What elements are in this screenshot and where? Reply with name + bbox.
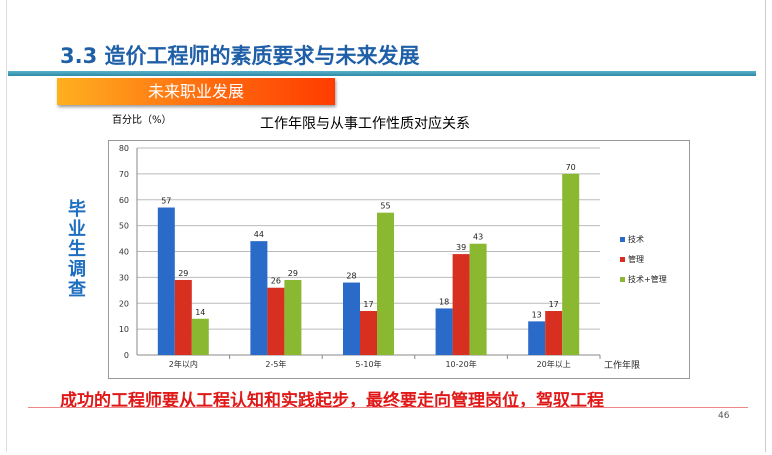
data-label: 18 [439, 297, 449, 306]
bar-管理 [174, 279, 192, 355]
y-tick-label: 80 [119, 144, 129, 153]
data-label: 43 [473, 233, 483, 242]
chart-title: 工作年限与从事工作性质对应关系 [260, 116, 470, 132]
conclusion-underline [28, 407, 748, 408]
legend-label: 技术 [628, 234, 644, 244]
y-tick-label: 0 [124, 351, 129, 360]
y-tick-label: 30 [119, 273, 129, 282]
x-tick-label: 5-10年 [355, 359, 381, 369]
x-tick-label: 2年以内 [169, 359, 198, 369]
bar-技术 [250, 241, 268, 355]
title-divider [8, 71, 756, 76]
data-label: 28 [346, 272, 356, 281]
bar-管理 [545, 311, 563, 355]
y-tick-label: 50 [119, 222, 129, 231]
y-tick-label: 10 [119, 325, 129, 334]
data-label: 57 [161, 197, 171, 206]
section-banner: 未来职业发展 [57, 78, 335, 105]
data-label: 17 [363, 300, 373, 309]
chart-frame [108, 140, 690, 379]
data-label: 14 [195, 308, 205, 317]
y-tick-label: 70 [119, 170, 129, 179]
data-label: 17 [549, 300, 559, 309]
data-label: 29 [178, 269, 188, 278]
x-tick-label: 2-5年 [265, 359, 286, 369]
data-label: 13 [532, 310, 542, 319]
x-tick-label: 10-20年 [445, 359, 476, 369]
legend-label: 技术+管理 [628, 274, 667, 284]
legend-swatch [620, 257, 625, 262]
bar-技术+管理 [469, 243, 487, 355]
x-axis-label: 工作年限 [604, 359, 640, 371]
bar-技术+管理 [562, 173, 580, 355]
data-label: 29 [288, 269, 298, 278]
legend-swatch [620, 277, 625, 282]
side-label: 毕业生调查 [68, 199, 86, 300]
data-label: 70 [566, 163, 576, 172]
data-label: 55 [380, 202, 390, 211]
bar-技术+管理 [377, 212, 394, 355]
data-label: 44 [254, 230, 264, 239]
legend-swatch [620, 237, 625, 242]
data-label: 26 [271, 277, 281, 286]
page-number: 46 [718, 411, 730, 421]
y-tick-label: 20 [119, 299, 129, 308]
bar-技术 [157, 207, 175, 355]
bar-管理 [452, 254, 470, 355]
bar-管理 [360, 311, 377, 355]
conclusion-text: 成功的工程师要从工程认知和实践起步，最终要走向管理岗位，驾驭工程 [60, 391, 604, 411]
bar-技术 [435, 308, 453, 355]
y-tick-label: 40 [119, 248, 129, 257]
bar-管理 [267, 287, 285, 355]
legend-label: 管理 [628, 254, 644, 264]
x-tick-label: 20年以上 [537, 359, 571, 369]
bar-技术+管理 [191, 318, 209, 355]
data-label: 39 [456, 243, 466, 252]
y-tick-label: 60 [119, 196, 129, 205]
bar-技术 [343, 282, 360, 355]
bar-技术+管理 [284, 279, 302, 355]
bar-技术 [528, 321, 546, 355]
slide-title: 3.3 造价工程师的素质要求与未来发展 [60, 44, 420, 68]
y-axis-label: 百分比（%） [112, 115, 172, 126]
